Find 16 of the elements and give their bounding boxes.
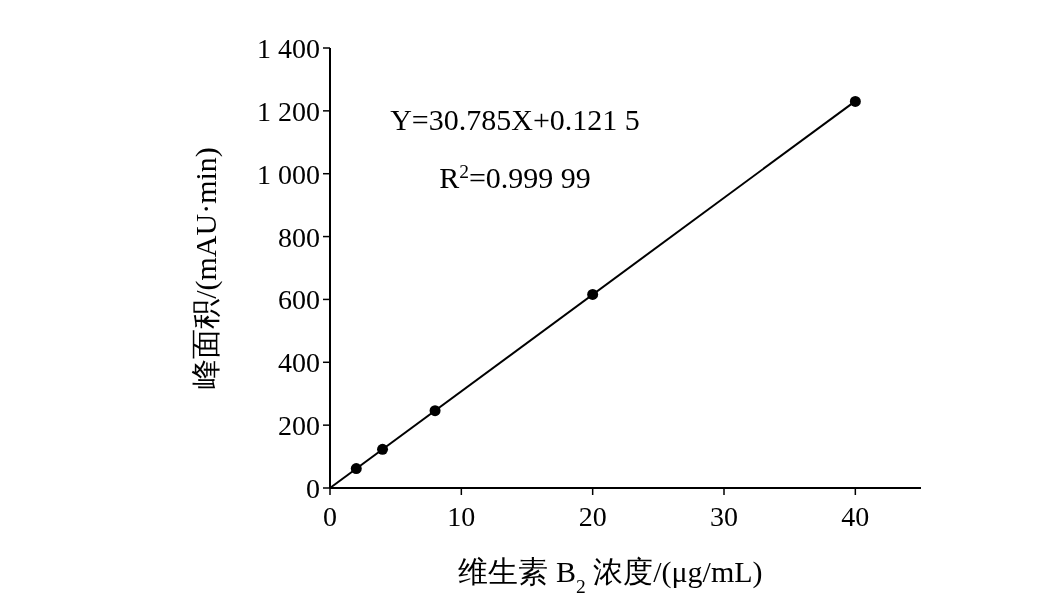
x-tick-label: 30: [710, 501, 738, 532]
x-tick-label: 40: [841, 501, 870, 532]
annotation: R$^{2}$=0.999 99: [439, 160, 591, 194]
y-tick-label: 400: [278, 347, 320, 379]
x-axis-title: 维生素 B$_{2}$ 浓度/(μg/mL): [458, 555, 763, 597]
annotation: Y=30.785X+0.121 5: [390, 103, 640, 136]
y-tick-label: 1 400: [257, 33, 320, 64]
x-tick-label: 20: [578, 501, 607, 532]
y-tick-label: 600: [278, 284, 320, 316]
y-axis-title: 峰面积/(mAU·min): [189, 147, 223, 389]
y-tick-label: 0: [306, 473, 320, 504]
y-tick-label: 1 200: [257, 95, 320, 127]
x-tick-label: 10: [447, 501, 476, 532]
y-tick-label: 1 000: [257, 158, 320, 190]
y-tick-label: 800: [278, 221, 320, 253]
y-tick-label: 200: [278, 410, 320, 442]
